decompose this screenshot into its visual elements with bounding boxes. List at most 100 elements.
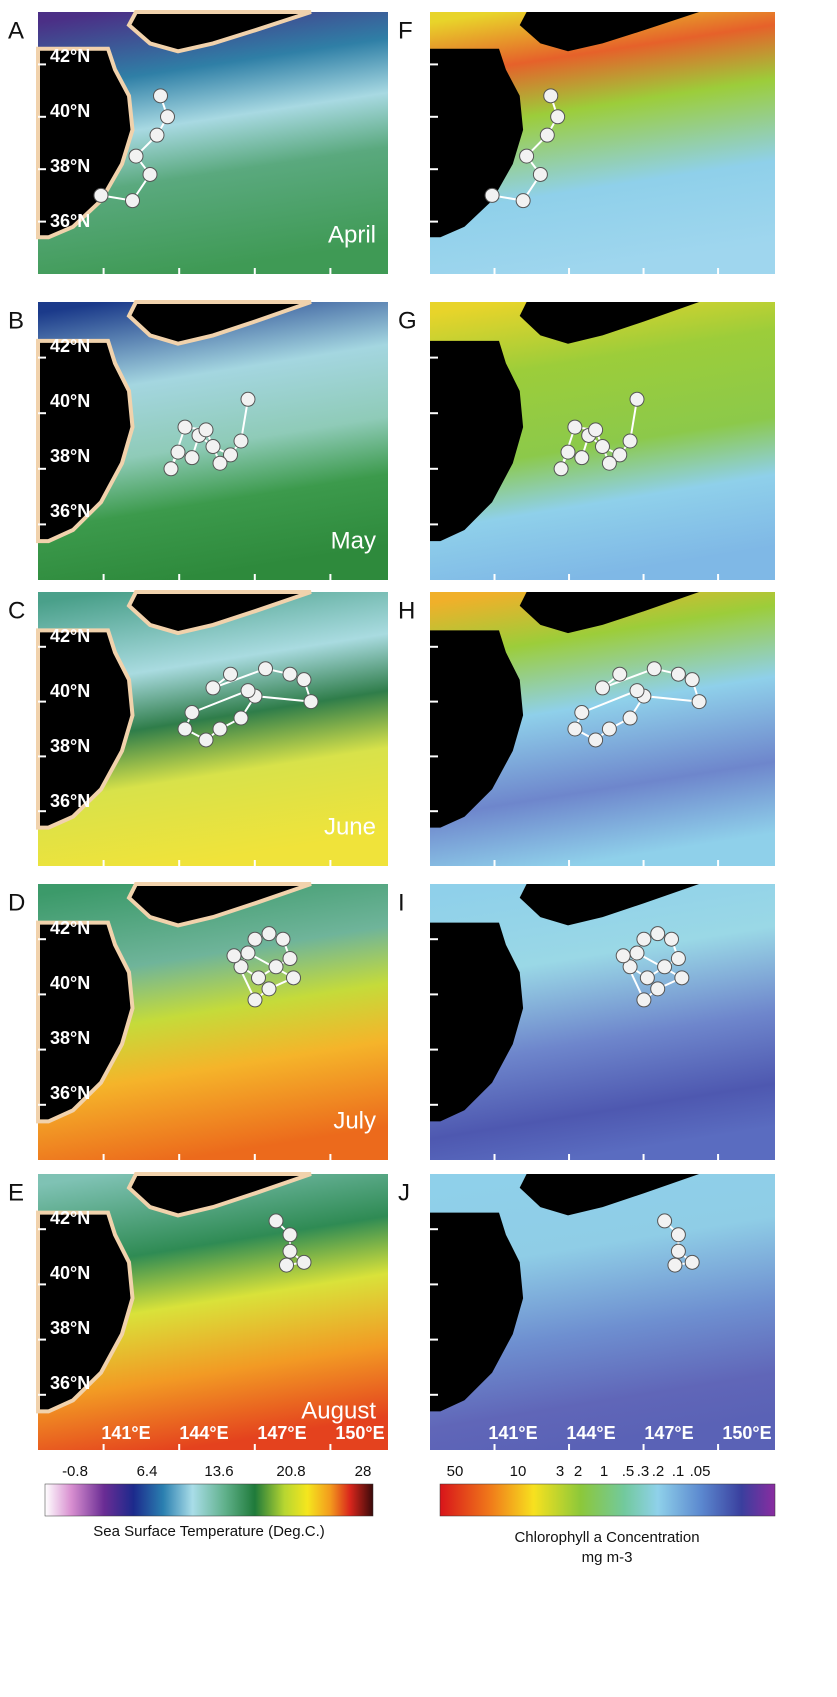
track-point	[540, 128, 554, 142]
track-point	[613, 667, 627, 681]
lat-label: 36°N	[50, 1373, 90, 1393]
month-label: July	[333, 1107, 376, 1134]
track-point	[596, 681, 610, 695]
track-point	[129, 149, 143, 163]
track-point	[671, 1228, 685, 1242]
track-point	[596, 440, 610, 454]
track-point	[206, 440, 220, 454]
lat-label: 38°N	[50, 1318, 90, 1338]
figure: AApril42°N40°N38°N36°NFBMay42°N40°N38°N3…	[0, 0, 837, 1692]
lat-label: 38°N	[50, 1028, 90, 1048]
colorbar-tick-label: .2	[652, 1463, 665, 1480]
track-point	[623, 711, 637, 725]
track-point	[161, 110, 175, 124]
lon-label: 141°E	[101, 1423, 150, 1443]
panel-letter: G	[398, 307, 417, 334]
track-point	[287, 971, 301, 985]
track-point	[671, 667, 685, 681]
track-point	[150, 128, 164, 142]
track-point	[94, 188, 108, 202]
colorbar-tick-label: 20.8	[276, 1463, 305, 1480]
track-point	[178, 722, 192, 736]
track-point	[241, 946, 255, 960]
lon-label: 147°E	[644, 1423, 693, 1443]
panel-letter: E	[8, 1179, 24, 1206]
lat-label: 40°N	[50, 973, 90, 993]
track-point	[651, 982, 665, 996]
track-point	[589, 423, 603, 437]
track-point	[568, 722, 582, 736]
lat-label: 42°N	[50, 336, 90, 356]
track-point	[554, 462, 568, 476]
colorbar-tick-label: 10	[510, 1463, 527, 1480]
colorbar-tick-label: .3	[637, 1463, 650, 1480]
track-point	[185, 706, 199, 720]
track-point	[143, 167, 157, 181]
colorbar-tick-label: 3	[556, 1463, 564, 1480]
panel-letter: C	[8, 597, 25, 624]
track-point	[589, 733, 603, 747]
track-point	[206, 681, 220, 695]
track-point	[651, 927, 665, 941]
track-point	[616, 949, 630, 963]
track-point	[647, 662, 661, 676]
track-point	[637, 993, 651, 1007]
track-point	[602, 456, 616, 470]
track-point	[283, 667, 297, 681]
track-point	[630, 684, 644, 698]
colorbar-title: Sea Surface Temperature (Deg.C.)	[93, 1523, 325, 1540]
lat-label: 36°N	[50, 791, 90, 811]
panel-letter: I	[398, 889, 405, 916]
track-point	[234, 434, 248, 448]
track-point	[568, 420, 582, 434]
lon-label: 150°E	[335, 1423, 384, 1443]
track-point	[602, 722, 616, 736]
lat-label: 40°N	[50, 391, 90, 411]
colorbar-tick-label: .5	[622, 1463, 635, 1480]
month-label: April	[328, 221, 376, 248]
track-point	[665, 932, 679, 946]
track-point	[516, 194, 530, 208]
track-point	[248, 993, 262, 1007]
lat-label: 42°N	[50, 1208, 90, 1228]
colorbar-tick-label: .1	[672, 1463, 685, 1480]
track-point	[262, 982, 276, 996]
track-point	[224, 667, 238, 681]
track-point	[164, 462, 178, 476]
colorbar-tick-label: 2	[574, 1463, 582, 1480]
track-point	[252, 971, 266, 985]
track-point	[658, 1214, 672, 1228]
lat-label: 38°N	[50, 736, 90, 756]
lat-label: 40°N	[50, 681, 90, 701]
track-point	[283, 952, 297, 966]
track-point	[485, 188, 499, 202]
panel-letter: F	[398, 17, 413, 44]
lat-label: 36°N	[50, 501, 90, 521]
track-point	[234, 711, 248, 725]
track-point	[259, 662, 273, 676]
track-point	[685, 673, 699, 687]
track-point	[575, 706, 589, 720]
track-point	[668, 1258, 682, 1272]
lon-label: 141°E	[488, 1423, 537, 1443]
track-point	[276, 932, 290, 946]
track-point	[199, 733, 213, 747]
track-point	[269, 960, 283, 974]
colorbar-tick-label: 1	[600, 1463, 608, 1480]
track-point	[551, 110, 565, 124]
track-point	[262, 927, 276, 941]
track-point	[658, 960, 672, 974]
track-point	[561, 445, 575, 459]
month-label: June	[324, 813, 376, 840]
colorbar-tick-label: 6.4	[137, 1463, 158, 1480]
chl-colorbar	[440, 1484, 775, 1516]
track-point	[520, 149, 534, 163]
panel-letter: J	[398, 1179, 410, 1206]
track-point	[544, 89, 558, 103]
track-point	[154, 89, 168, 103]
track-point	[280, 1258, 294, 1272]
colorbar-tick-label: -0.8	[62, 1463, 88, 1480]
lat-label: 42°N	[50, 918, 90, 938]
sst-colorbar	[45, 1484, 373, 1516]
colorbar-tick-label: 13.6	[204, 1463, 233, 1480]
